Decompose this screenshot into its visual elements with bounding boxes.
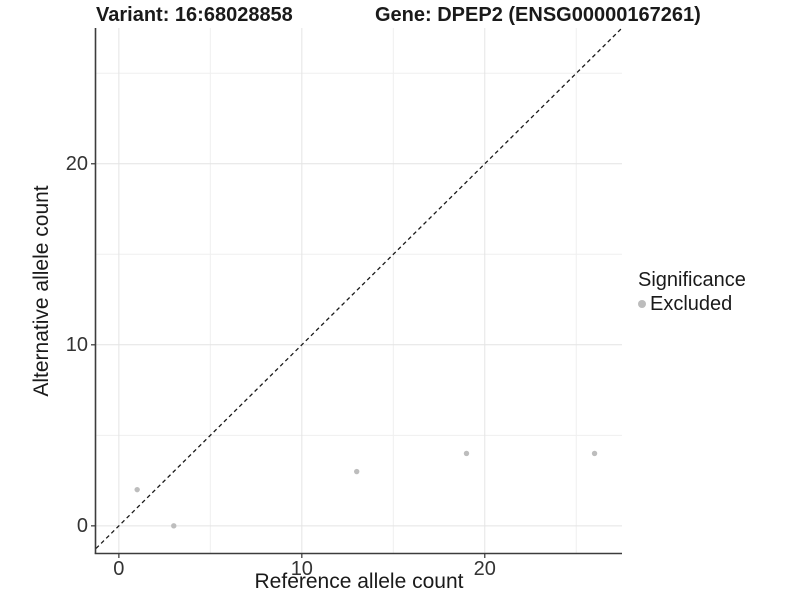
data-point: [171, 523, 177, 529]
data-point: [591, 450, 598, 457]
data-point: [463, 450, 470, 457]
plot-title-gene: Gene: DPEP2 (ENSG00000167261): [375, 4, 701, 26]
x-tick-label: 10: [290, 558, 313, 580]
data-point: [354, 468, 360, 475]
x-tick-label: 0: [113, 558, 125, 580]
data-point: [134, 486, 140, 493]
y-tick-label: 20: [65, 152, 88, 175]
legend-point-icon: [638, 300, 646, 308]
legend-item-excluded: Excluded: [638, 293, 746, 315]
y-axis-title: Alternative allele count: [30, 185, 53, 397]
legend: Significance Excluded: [638, 268, 746, 315]
y-tick-label: 10: [65, 333, 88, 356]
plot-title-variant: Variant: 16:68028858: [96, 4, 293, 26]
legend-item-label: Excluded: [650, 293, 733, 315]
x-axis-title: Reference allele count: [254, 570, 464, 593]
legend-title: Significance: [638, 269, 746, 291]
identity-line: [95, 27, 623, 549]
y-tick-label: 0: [76, 514, 88, 537]
x-tick-label: 20: [473, 558, 496, 580]
